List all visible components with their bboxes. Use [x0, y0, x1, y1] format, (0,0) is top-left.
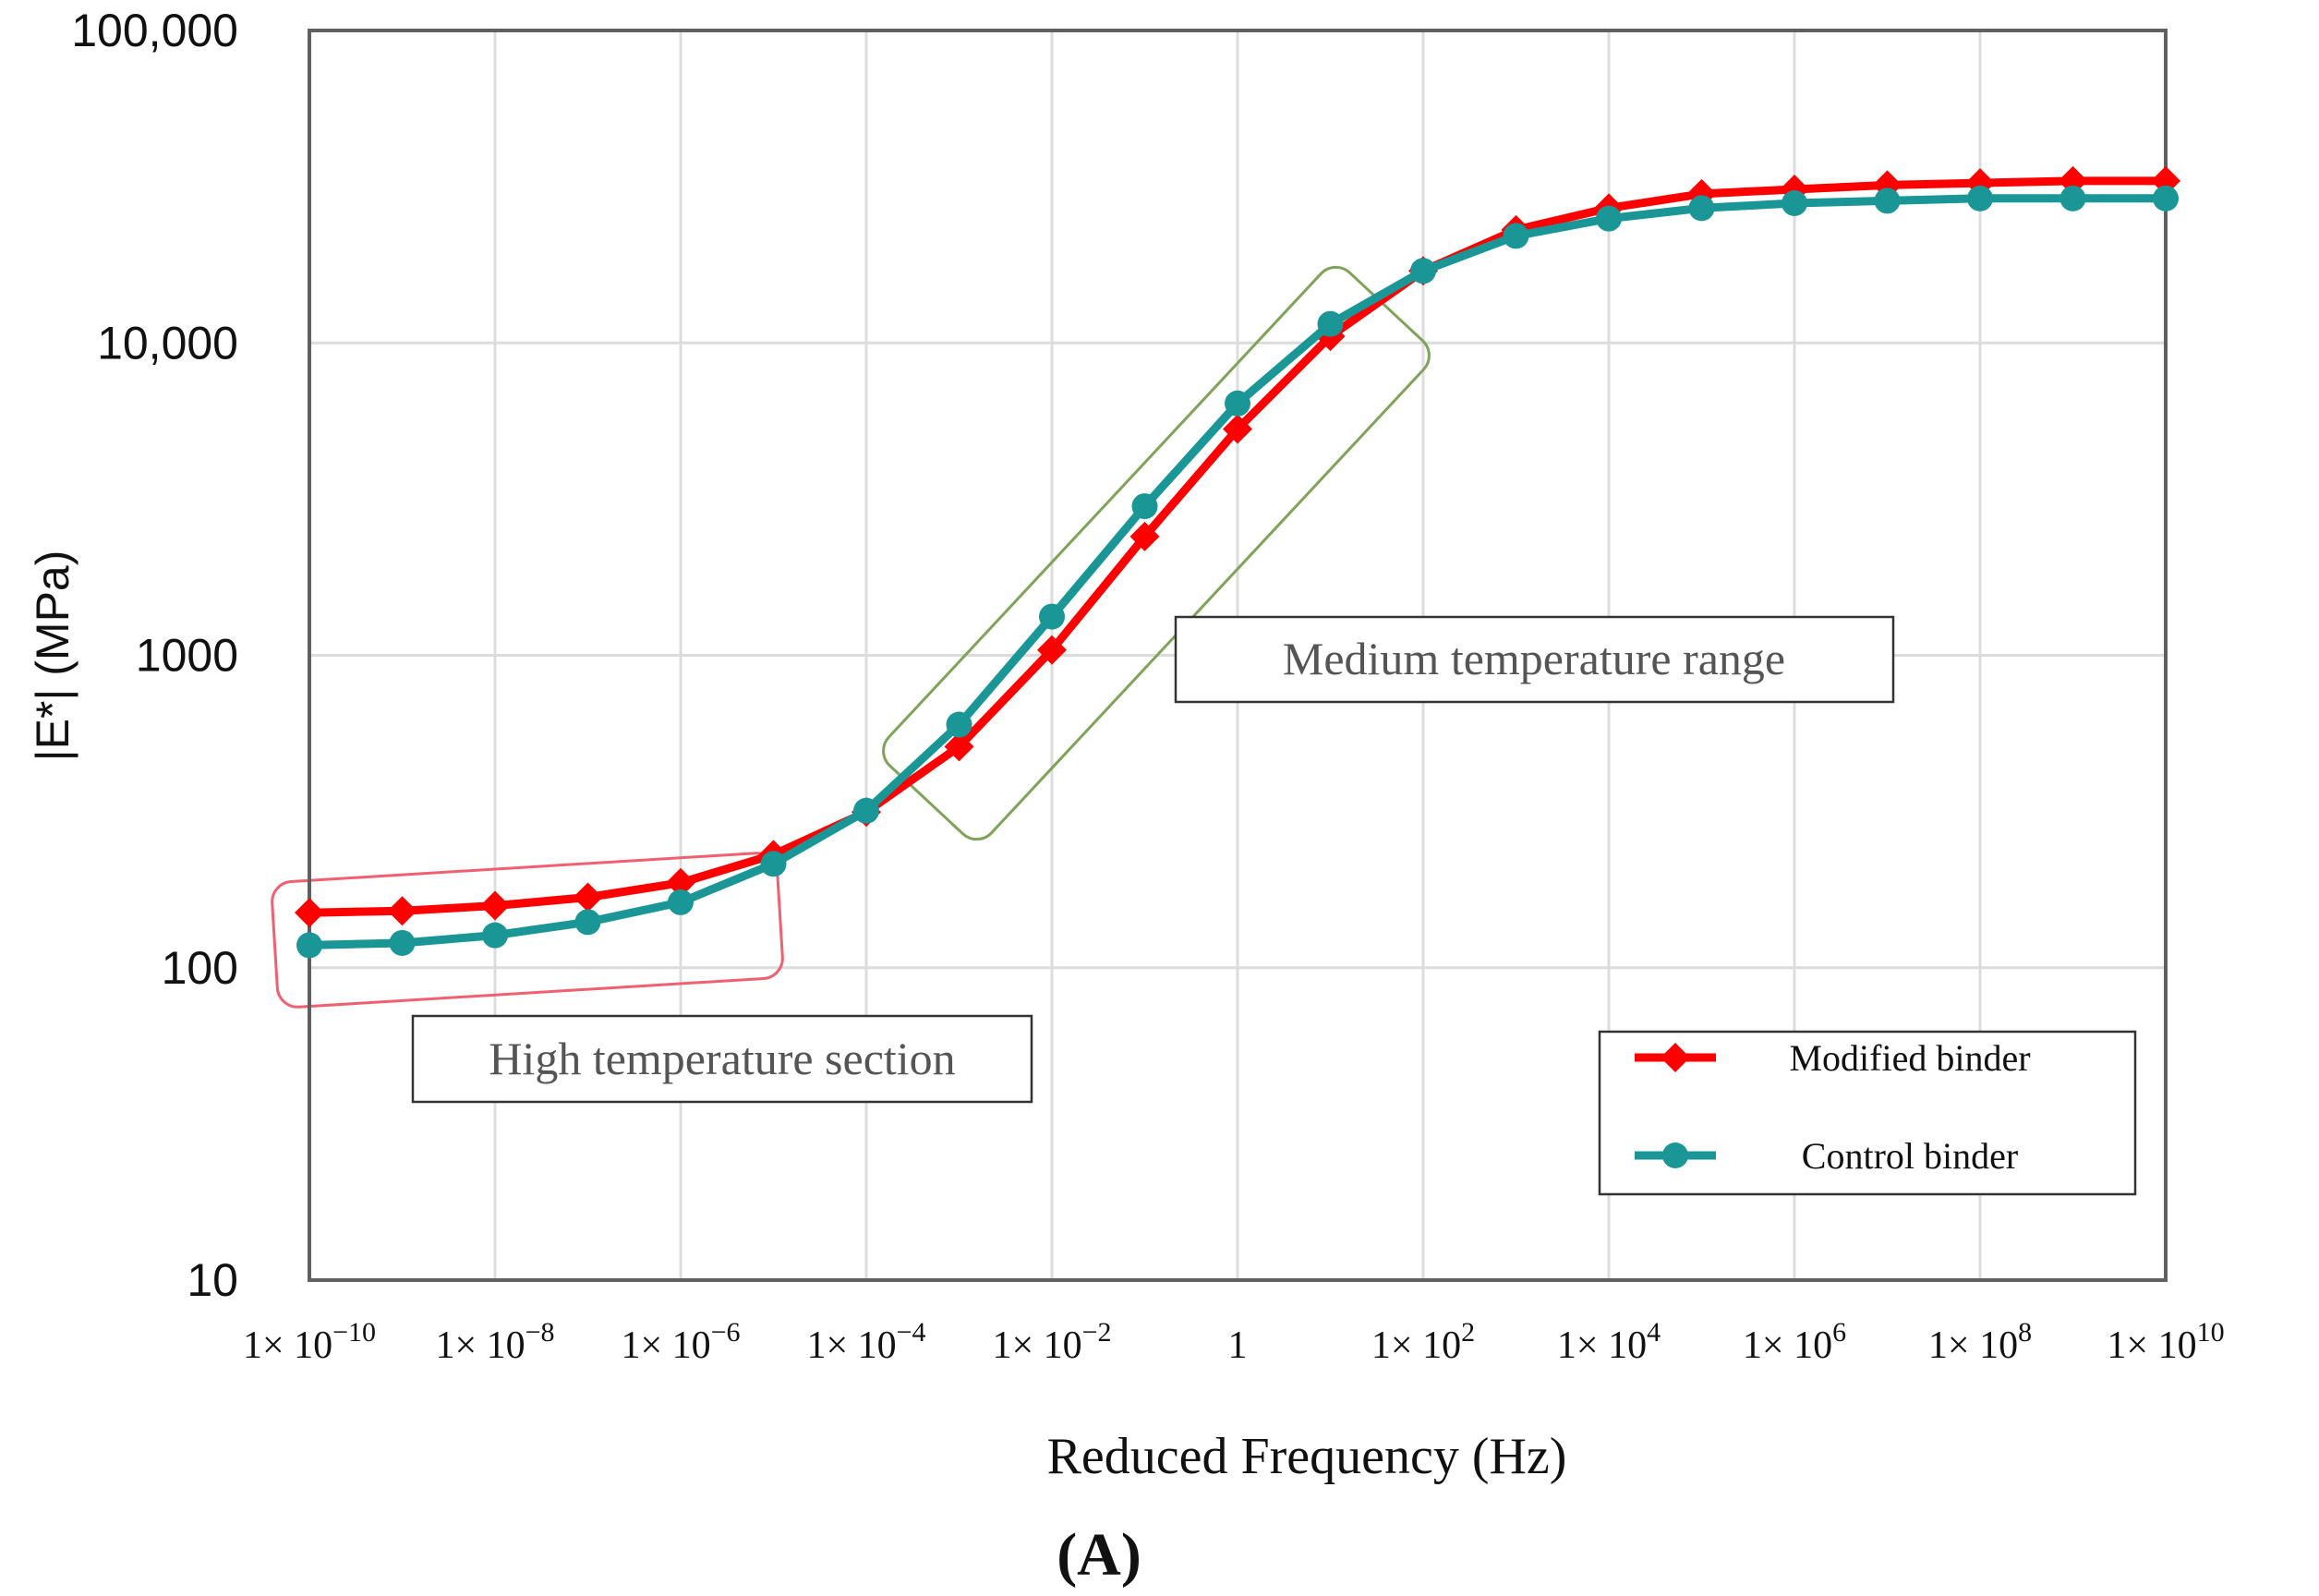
legend-swatch-marker: [1662, 1143, 1688, 1168]
data-point: [668, 889, 694, 915]
y-tick-label: 1000: [136, 630, 238, 682]
highlight-box-high-temperature: [271, 852, 784, 1009]
x-tick-exponent: −4: [897, 1317, 926, 1348]
annotation-text-medium-temperature: Medium temperature range: [1283, 633, 1785, 684]
data-point: [389, 929, 416, 956]
legend-entries: Modified binder Control binder: [1635, 1037, 2031, 1177]
annotation-box-medium-temperature: [1174, 615, 1895, 704]
x-tick-base: 1× 10: [1928, 1324, 2018, 1367]
data-point: [1225, 390, 1250, 417]
data-point: [1129, 521, 1160, 551]
data-point: [574, 909, 601, 936]
y-tick-label: 10: [187, 1254, 238, 1306]
x-tick-exponent: 10: [2197, 1317, 2225, 1348]
x-tick-base: 1× 10: [992, 1324, 1081, 1367]
y-tick-label: 100: [162, 942, 238, 994]
x-tick-exponent: −2: [1082, 1317, 1112, 1348]
y-tick-labels: 10 100 1000 10,000 100,000: [71, 5, 238, 1306]
x-axis-label: Reduced Frequency (Hz): [1047, 1428, 1567, 1485]
data-point: [1131, 493, 1158, 520]
x-tick-base: 1× 10: [621, 1324, 710, 1367]
legend-label: Modified binder: [1789, 1037, 2030, 1079]
data-point: [387, 896, 417, 926]
data-point: [1317, 310, 1344, 337]
data-point: [295, 898, 324, 928]
legend: Modified binder Control binder: [1598, 1030, 2137, 1196]
annotation-text-high-temperature: High temperature section: [489, 1033, 955, 1084]
plot-area-frame: [308, 29, 2168, 1282]
data-point: [1967, 185, 1993, 212]
data-point: [1688, 195, 1715, 222]
data-point: [1782, 189, 1807, 216]
data-point: [296, 932, 322, 959]
x-tick-label: 1× 10−4: [806, 1317, 925, 1367]
x-tick-label: 1× 10−2: [992, 1317, 1111, 1367]
x-tick-label: 1× 102: [1371, 1317, 1475, 1367]
annotation-high-temperature: High temperature section: [411, 1014, 1033, 1104]
highlight-box-medium-temperature: [882, 265, 1431, 841]
data-point: [1039, 603, 1065, 630]
data-point: [2153, 185, 2179, 212]
data-point: [760, 851, 787, 877]
x-tick-labels: 1× 10−10 1× 10−8 1× 10−6 1× 10−4 1× 10−2 1 1× …: [243, 1317, 2225, 1367]
legend-entry: Control binder: [1635, 1135, 2018, 1177]
data-point: [1596, 205, 1622, 232]
data-point: [1874, 187, 1901, 214]
x-tick-base: 1× 10: [1557, 1324, 1647, 1367]
x-tick-base: 1: [1228, 1324, 1248, 1367]
y-axis-label: |E*| (MPa): [27, 550, 79, 762]
data-point: [573, 882, 603, 913]
annotation-boxes: [271, 265, 1431, 1009]
x-tick-label: 1: [1228, 1324, 1248, 1367]
data-point: [1410, 258, 1436, 284]
x-tick-base: 1× 10: [1371, 1324, 1461, 1367]
data-point: [944, 732, 974, 762]
x-tick-base: 1× 10: [435, 1324, 525, 1367]
legend-swatch-marker: [1661, 1043, 1690, 1072]
data-point: [1223, 414, 1252, 444]
x-tick-exponent: 2: [1461, 1317, 1475, 1348]
x-tick-exponent: 6: [1832, 1317, 1846, 1348]
y-tick-label: 10,000: [97, 317, 238, 369]
data-point: [1503, 223, 1529, 249]
data-point: [853, 797, 879, 824]
x-tick-label: 1× 104: [1557, 1317, 1661, 1367]
data-point: [2059, 185, 2086, 212]
x-tick-base: 1× 10: [2107, 1324, 2196, 1367]
x-tick-exponent: 8: [2018, 1317, 2032, 1348]
data-point: [666, 867, 695, 898]
x-tick-exponent: −8: [525, 1317, 555, 1348]
data-point: [480, 890, 510, 921]
data-point: [482, 922, 508, 949]
x-tick-exponent: −10: [332, 1317, 376, 1348]
series-control-binder: [296, 185, 2179, 959]
x-tick-label: 1× 1010: [2107, 1317, 2224, 1367]
x-tick-base: 1× 10: [243, 1324, 332, 1367]
x-tick-label: 1× 10−10: [243, 1317, 376, 1367]
data-point: [1037, 635, 1067, 665]
x-tick-exponent: −6: [711, 1317, 741, 1348]
x-tick-label: 1× 108: [1928, 1317, 2032, 1367]
annotation-box-high-temperature: [411, 1014, 1033, 1104]
x-tick-label: 1× 106: [1743, 1317, 1846, 1367]
x-tick-label: 1× 10−8: [435, 1317, 554, 1367]
series-layer: [295, 165, 2180, 959]
legend-entry: Modified binder: [1635, 1037, 2031, 1079]
x-tick-base: 1× 10: [1743, 1324, 1832, 1367]
panel-label: (A): [1057, 1521, 1141, 1589]
data-point: [946, 711, 972, 738]
legend-label: Control binder: [1802, 1135, 2018, 1177]
x-tick-label: 1× 10−6: [621, 1317, 740, 1367]
y-tick-label: 100,000: [71, 5, 238, 56]
x-tick-base: 1× 10: [806, 1324, 896, 1367]
x-tick-exponent: 4: [1647, 1317, 1661, 1348]
annotation-medium-temperature: Medium temperature range: [1174, 615, 1895, 704]
